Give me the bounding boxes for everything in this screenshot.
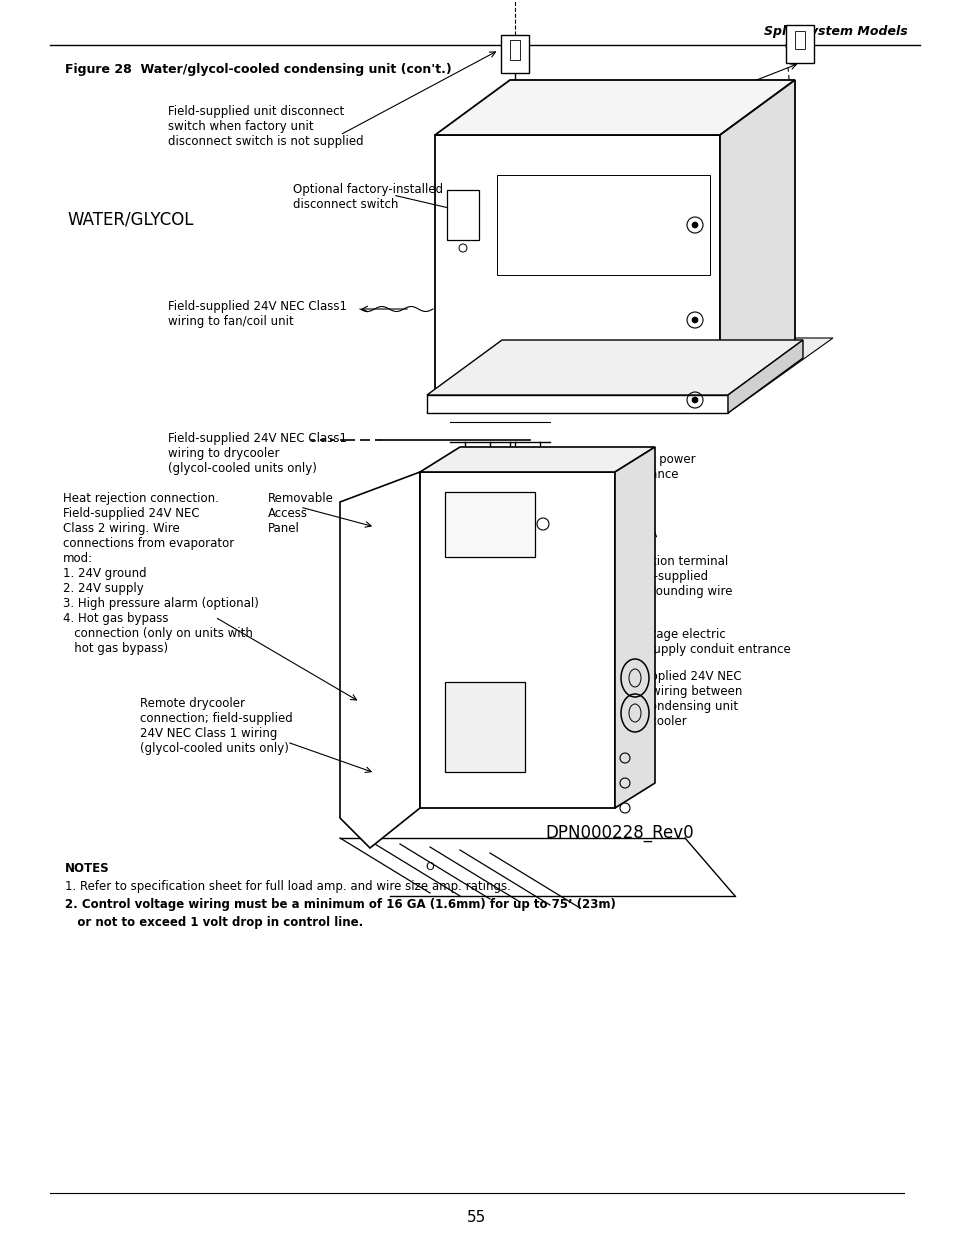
Bar: [427, 395, 727, 412]
Text: Connection terminal
for field-supplied
earth grounding wire: Connection terminal for field-supplied e…: [607, 555, 732, 598]
Text: O: O: [425, 797, 434, 806]
Text: 1. Refer to specification sheet for full load amp. and wire size amp. ratings.: 1. Refer to specification sheet for full…: [65, 881, 511, 893]
Circle shape: [691, 317, 698, 324]
Text: WATER/GLYCOL: WATER/GLYCOL: [67, 210, 193, 228]
Text: O: O: [634, 457, 641, 467]
Text: Remote drycooler
connection; field-supplied
24V NEC Class 1 wiring
(glycol-coole: Remote drycooler connection; field-suppl…: [140, 697, 293, 755]
Bar: [510, 40, 519, 61]
Text: Field-supplied 24V NEC Class1
wiring to fan/coil unit: Field-supplied 24V NEC Class1 wiring to …: [168, 300, 347, 329]
Circle shape: [691, 222, 698, 228]
Polygon shape: [339, 472, 419, 848]
Text: Field-supplied 24V NEC
Class 1 wiring between
glycol condensing unit
and drycool: Field-supplied 24V NEC Class 1 wiring be…: [604, 671, 741, 727]
Polygon shape: [427, 340, 802, 395]
Text: Heat rejection connection.
Field-supplied 24V NEC
Class 2 wiring. Wire
connectio: Heat rejection connection. Field-supplie…: [63, 492, 258, 655]
Text: Field-supplied unit disconnect
switch when factory unit
disconnect switch is not: Field-supplied unit disconnect switch wh…: [168, 105, 363, 148]
Polygon shape: [615, 447, 655, 808]
Bar: [785, 25, 813, 63]
Text: DPN000228_Rev0: DPN000228_Rev0: [544, 824, 693, 842]
Text: Field-supplied 24V NEC Class1
wiring to drycooler
(glycol-cooled units only): Field-supplied 24V NEC Class1 wiring to …: [168, 432, 347, 475]
Text: 55: 55: [467, 1210, 486, 1225]
Polygon shape: [419, 447, 655, 472]
Text: O: O: [425, 862, 434, 872]
Text: Optional factory-installed
disconnect switch: Optional factory-installed disconnect sw…: [293, 183, 442, 211]
Text: Low-voltage electric
power supply conduit entrance: Low-voltage electric power supply condui…: [606, 629, 790, 656]
Bar: [444, 682, 524, 772]
Bar: [500, 35, 529, 73]
Bar: [419, 472, 615, 808]
Text: Electric service;
not by Liebert: Electric service; not by Liebert: [664, 93, 759, 121]
Polygon shape: [720, 80, 794, 395]
Text: Removable
Access
Panel: Removable Access Panel: [268, 492, 334, 535]
Text: O: O: [425, 597, 434, 606]
Bar: [444, 492, 535, 557]
Polygon shape: [427, 338, 832, 412]
Bar: [435, 135, 720, 395]
Text: or not to exceed 1 volt drop in control line.: or not to exceed 1 volt drop in control …: [65, 916, 363, 929]
Polygon shape: [727, 340, 802, 412]
Text: Figure 28  Water/glycol-cooled condensing unit (con't.): Figure 28 Water/glycol-cooled condensing…: [65, 63, 452, 77]
Text: Line-voltage electric power
supply conduit entrance: Line-voltage electric power supply condu…: [535, 453, 695, 480]
Text: 2. Control voltage wiring must be a minimum of 16 GA (1.6mm) for up to 75’ (23m): 2. Control voltage wiring must be a mini…: [65, 898, 616, 911]
Text: NOTES: NOTES: [65, 862, 110, 876]
Bar: [794, 31, 804, 49]
Bar: [497, 175, 709, 275]
Text: Split System Models: Split System Models: [763, 25, 907, 38]
Circle shape: [691, 396, 698, 403]
Bar: [447, 190, 478, 240]
Polygon shape: [435, 80, 794, 135]
